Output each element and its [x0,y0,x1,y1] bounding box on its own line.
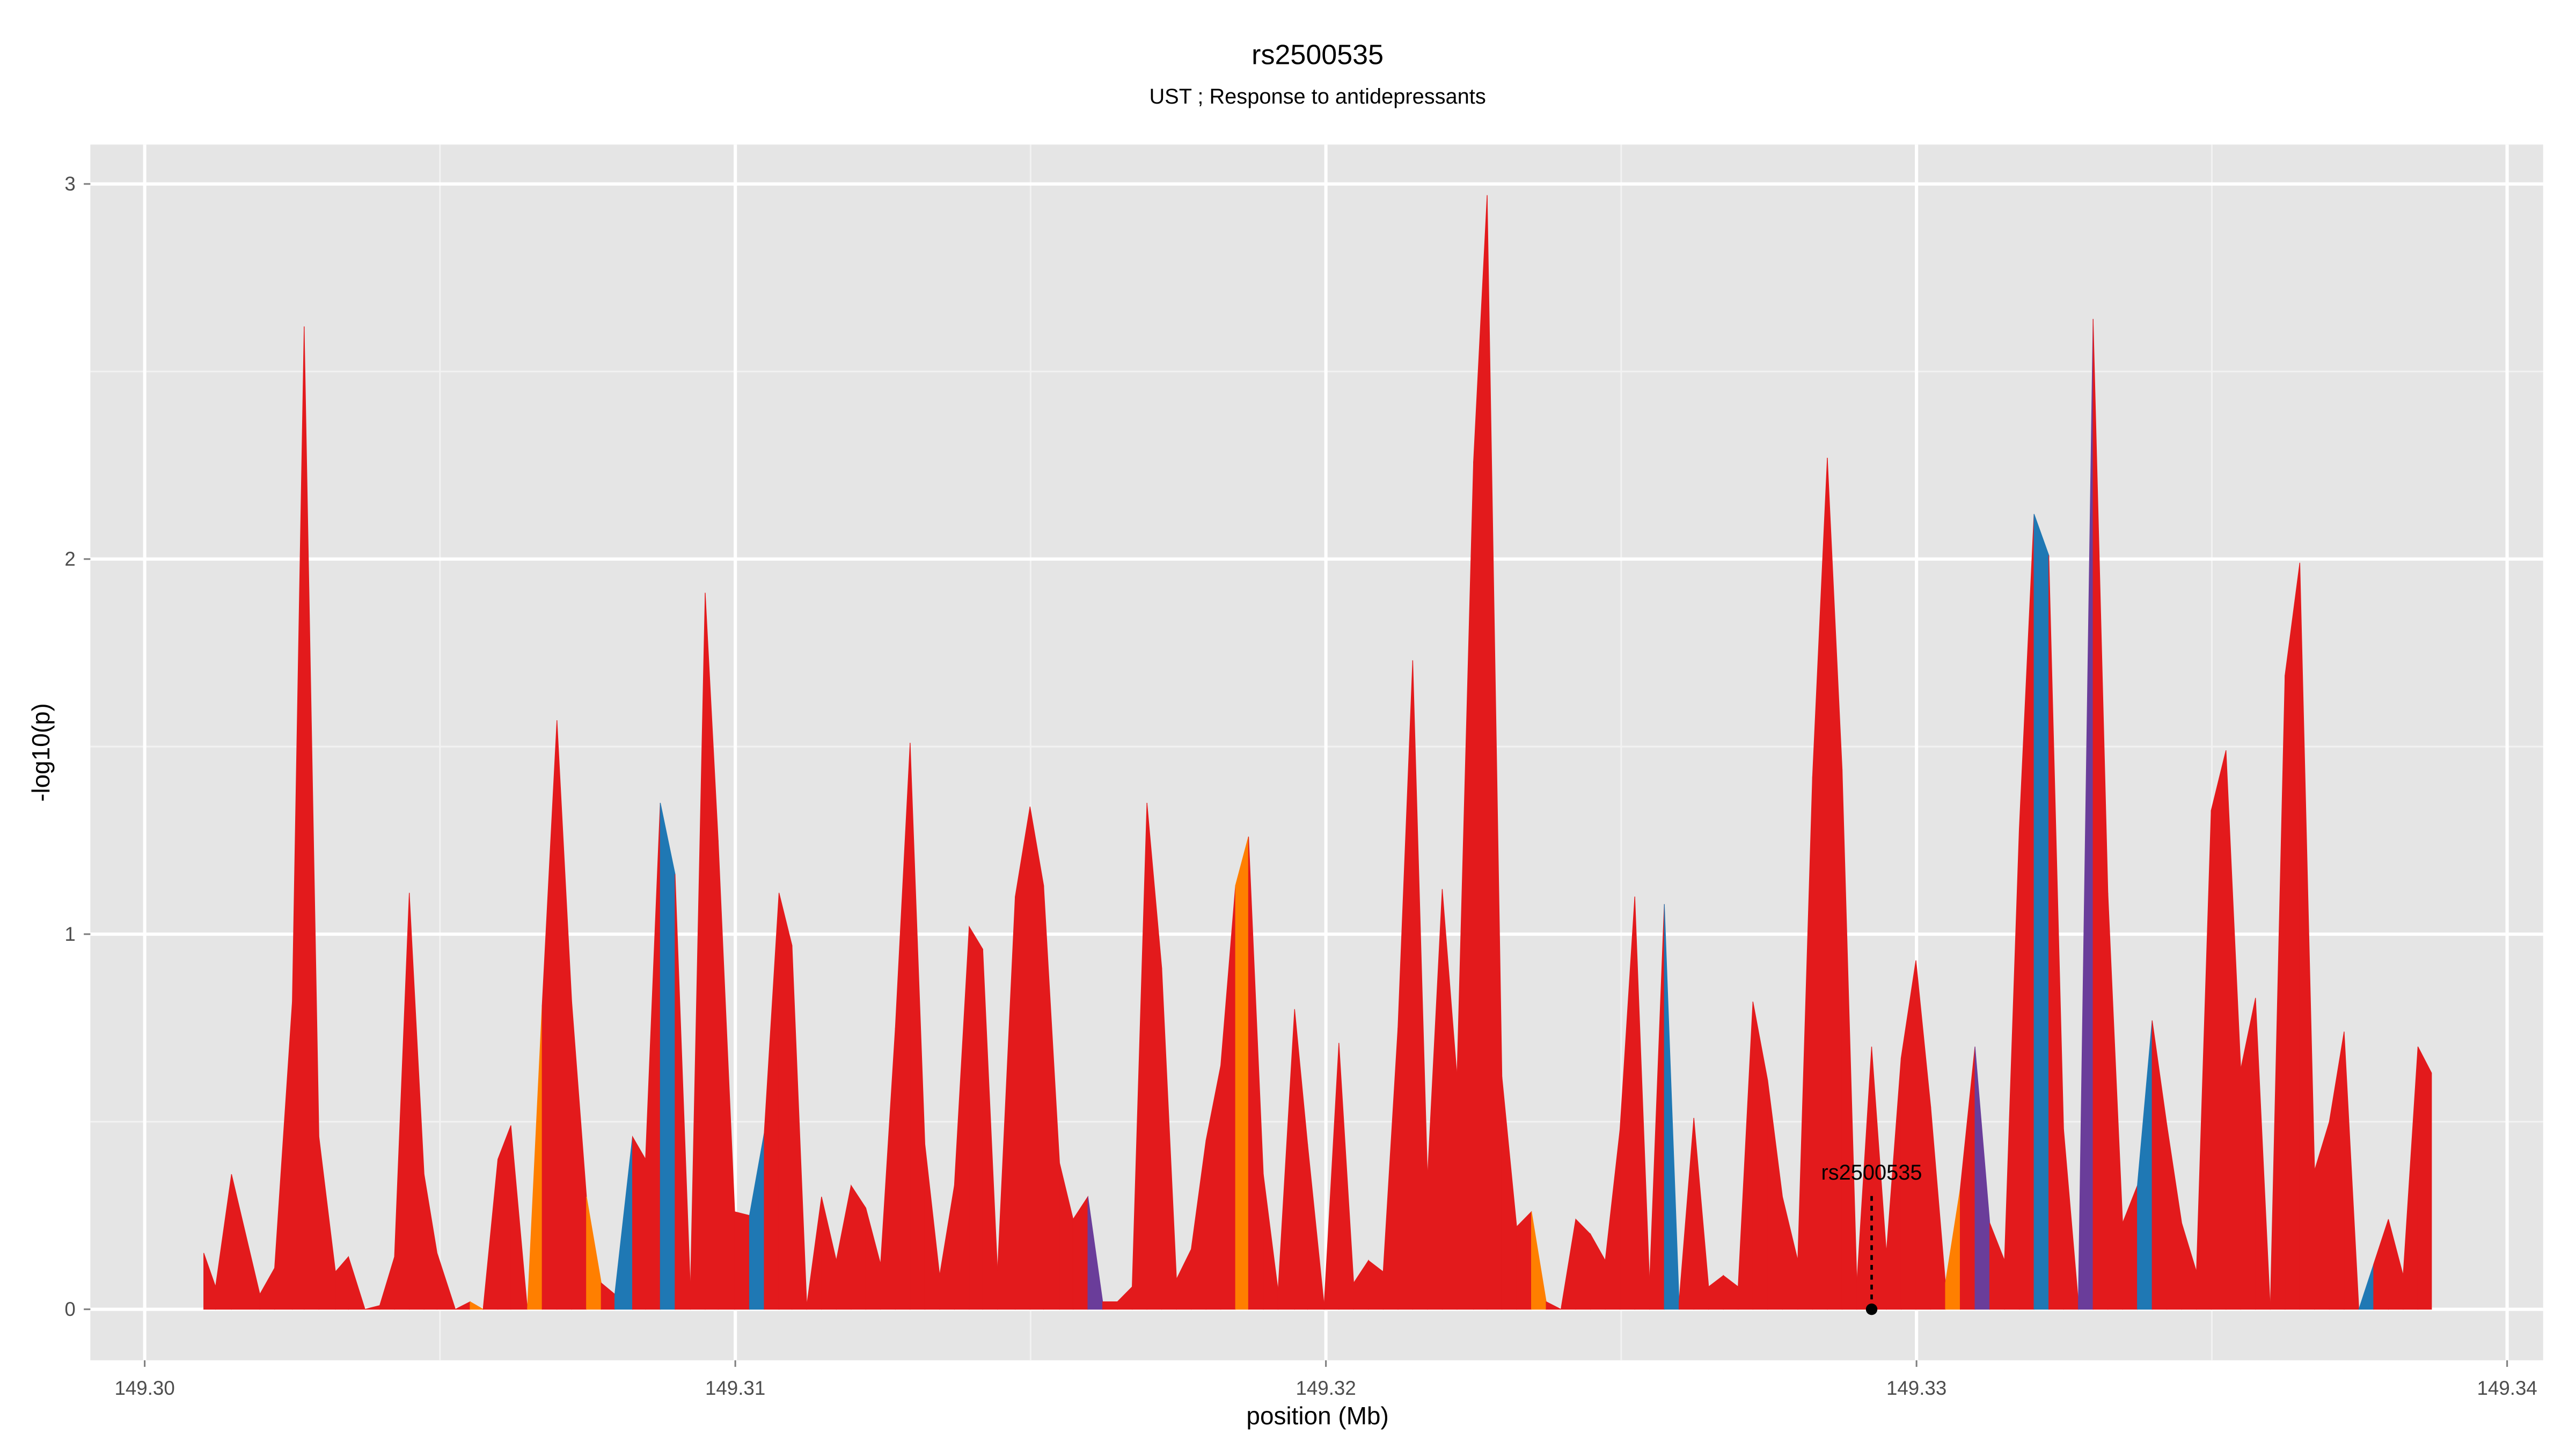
area-segment [969,925,983,1310]
area-segment [510,1125,528,1310]
area-segment [1575,1218,1591,1310]
area-segment [348,1256,365,1310]
plot-panel [90,144,2543,1360]
area-segment [2417,1046,2432,1310]
y-axis-label: -log10(p) [27,703,55,802]
x-tick-label: 149.32 [1296,1377,1356,1399]
y-tick-label: 0 [64,1298,75,1320]
area-segment [1546,1301,1561,1310]
area-segment [1015,806,1030,1310]
area-segment [632,1135,646,1310]
area-segment [2255,998,2271,1310]
area-segment [436,1253,456,1310]
chart-subtitle: UST ; Response to antidepressants [1149,85,1485,108]
area-segment [1516,1211,1532,1310]
area-segment [778,892,793,1310]
x-tick-label: 149.30 [114,1377,174,1399]
area-segment [1029,806,1044,1310]
x-tick-label: 149.33 [1886,1377,1946,1399]
area-segment [660,802,676,1310]
area-segment [2033,514,2050,1310]
annotation-label: rs2500535 [1821,1161,1922,1184]
y-tick-label: 1 [64,923,75,945]
area-segment [2344,1031,2360,1310]
area-segment [2211,750,2227,1310]
y-tick-label: 2 [64,548,75,570]
annotation-point [1865,1303,1878,1315]
area-segment [734,1211,750,1310]
y-tick-label: 3 [64,173,75,195]
chart-title: rs2500535 [1252,39,1384,70]
area-segment [1235,836,1249,1310]
area-segment [1102,1301,1118,1310]
area-segment [470,1301,485,1310]
x-tick-label: 149.34 [2477,1377,2537,1399]
area-segment [851,1184,866,1310]
x-axis-label: position (Mb) [1246,1402,1388,1430]
area-segment [2285,562,2300,1310]
x-tick-label: 149.31 [705,1377,765,1399]
